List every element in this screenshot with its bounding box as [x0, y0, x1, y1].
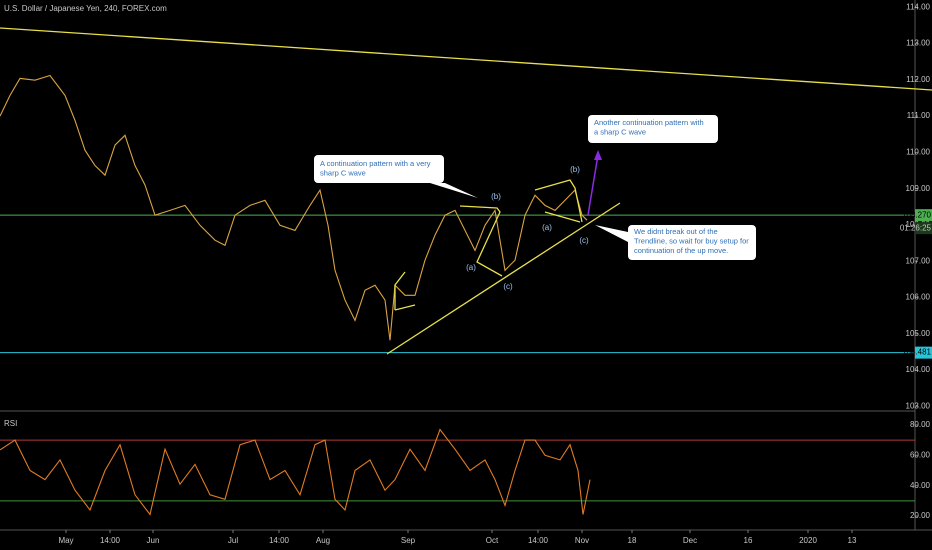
x-tick-label: 14:00: [528, 536, 549, 545]
indicator-title: RSI: [4, 419, 17, 428]
y-tick-label: 106.00: [906, 293, 931, 302]
annotation: Another continuation pattern with: [594, 118, 704, 127]
annotation: a sharp C wave: [594, 127, 646, 136]
wave-label: (a): [542, 223, 552, 232]
pattern: [394, 304, 416, 311]
callout-box: [628, 225, 756, 260]
annotation: continuation of the up move.: [634, 246, 728, 255]
x-tick-label: Nov: [575, 536, 589, 545]
y-tick-label: 110.00: [906, 147, 930, 156]
y-tick-label: 40.00: [910, 481, 931, 490]
annotation: sharp C wave: [320, 168, 366, 177]
arrow-head: [594, 150, 602, 160]
wave-label: (b): [570, 165, 580, 174]
plot: [0, 74, 915, 516]
countdown-tag: [915, 222, 932, 235]
level-label: 108.270: [902, 210, 931, 219]
arrow: [587, 154, 599, 216]
y-tick-label: 114.00: [906, 2, 930, 11]
x-tick-label: 14:00: [100, 536, 121, 545]
x-tick-label: Oct: [486, 536, 499, 545]
callout-pointer: [430, 183, 478, 198]
level-tag: [915, 209, 932, 222]
wave-label: (a): [466, 263, 476, 272]
y-tick-label: 112.00: [906, 75, 930, 84]
y-tick-label: 107.00: [906, 256, 931, 265]
x-tick-label: May: [58, 536, 73, 545]
x-tick-label: Jun: [147, 536, 160, 545]
y-tick-label: 105.00: [906, 329, 931, 338]
x-tick-label: 14:00: [269, 536, 290, 545]
symbol-title: U.S. Dollar / Japanese Yen, 240, FOREX.c…: [4, 4, 167, 13]
level-tag: [915, 346, 932, 359]
x-tick-label: 18: [628, 536, 637, 545]
pattern: [394, 271, 406, 310]
y-tick-label: 103.00: [906, 401, 931, 410]
drawings: [0, 27, 932, 355]
y-tick-label: 104.00: [906, 365, 931, 374]
x-tick-label: 16: [744, 536, 753, 545]
x-tick-label: Jul: [228, 536, 238, 545]
callout-pointer: [595, 225, 628, 242]
annotation: We didnt break out of the: [634, 227, 718, 236]
y-tick-label: 111.00: [907, 111, 931, 120]
x-tick-label: 13: [848, 536, 857, 545]
y-tick-label: 109.00: [906, 184, 931, 193]
series-line: [0, 428, 591, 516]
callouts: [314, 115, 756, 260]
x-tick-label: Dec: [683, 536, 697, 545]
series-line: [0, 74, 588, 341]
y-tick-label: 80.00: [910, 420, 931, 429]
y-tick-label: 20.00: [910, 511, 931, 520]
wave-label: (c): [503, 282, 513, 291]
trendline: [386, 202, 621, 355]
trendline: [0, 27, 932, 91]
wave-label: (b): [491, 192, 501, 201]
notes: A continuation pattern with a verysharp …: [320, 118, 749, 255]
x-tick-label: Sep: [401, 536, 416, 545]
level-label: 104.481: [902, 348, 931, 357]
countdown: 01:26:25: [900, 223, 932, 232]
pattern: [534, 179, 583, 223]
callout-box: [588, 115, 718, 143]
y-tick-label: 60.00: [910, 450, 931, 459]
pattern: [459, 205, 503, 277]
x-tick-label: 2020: [799, 536, 817, 545]
pattern: [544, 211, 581, 223]
annotation: Trendline, so wait for buy setup for: [634, 236, 749, 245]
callout-box: [314, 155, 444, 183]
x-tick-label: Aug: [316, 536, 330, 545]
annotation: A continuation pattern with a very: [320, 159, 431, 168]
y-tick-label: 113.00: [906, 39, 930, 48]
wave-label: (c): [579, 236, 589, 245]
